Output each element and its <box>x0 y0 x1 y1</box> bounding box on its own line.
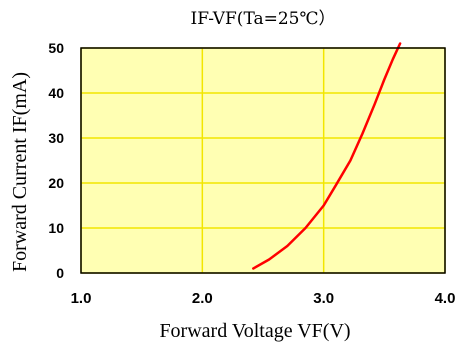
x-tick-label: 1.0 <box>71 290 92 307</box>
y-tick-label: 0 <box>56 265 64 281</box>
y-tick-label: 30 <box>48 130 64 146</box>
y-axis-label: Forward Current IF(mA) <box>9 72 31 272</box>
chart-title: IF-VF(Ta=25℃） <box>190 9 335 29</box>
y-tick-label: 40 <box>48 85 64 101</box>
y-tick-label: 50 <box>48 40 64 56</box>
x-tick-labels: 1.0 2.0 3.0 4.0 <box>71 290 456 307</box>
x-tick-label: 3.0 <box>313 290 334 307</box>
x-tick-label: 4.0 <box>435 290 456 307</box>
y-tick-label: 10 <box>48 220 64 236</box>
y-tick-label: 20 <box>48 175 64 191</box>
y-tick-labels: 0 10 20 30 40 50 <box>48 40 64 281</box>
plot-border <box>80 47 446 274</box>
x-tick-label: 2.0 <box>192 290 213 307</box>
plot-area <box>81 48 445 273</box>
series-line <box>252 42 402 270</box>
x-axis-label: Forward Voltage VF(V) <box>159 320 350 342</box>
